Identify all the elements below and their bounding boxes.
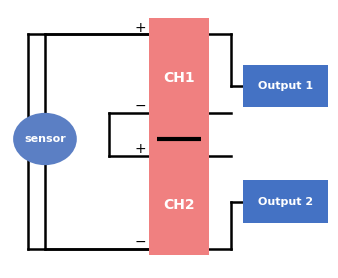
Bar <box>243 180 328 223</box>
Text: +: + <box>135 142 146 156</box>
Circle shape <box>13 113 77 165</box>
Bar <box>243 65 328 107</box>
Text: CH2: CH2 <box>163 198 195 212</box>
Bar <box>149 18 209 255</box>
Text: sensor: sensor <box>24 134 66 144</box>
Text: −: − <box>135 235 146 249</box>
Text: CH1: CH1 <box>163 71 195 85</box>
Text: Output 1: Output 1 <box>258 81 313 91</box>
Text: +: + <box>135 21 146 34</box>
Text: Output 2: Output 2 <box>258 197 313 207</box>
Text: −: − <box>135 99 146 113</box>
